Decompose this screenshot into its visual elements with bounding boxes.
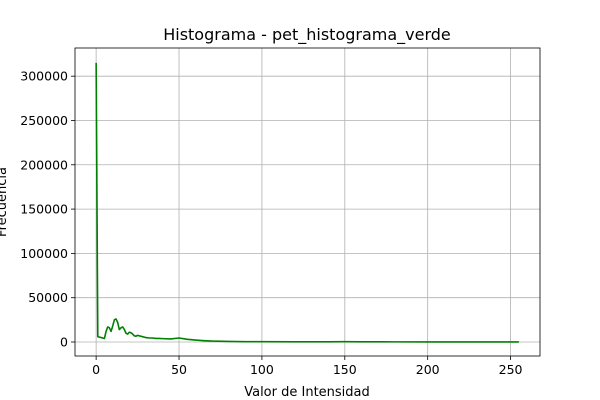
x-tick-label: 250 (499, 362, 523, 377)
y-tick-label: 250000 (20, 113, 68, 128)
y-tick-label: 0 (60, 335, 68, 350)
x-axis: 0 50 100 150 200 250 (92, 356, 523, 377)
y-tick-label: 300000 (20, 69, 68, 84)
chart-title: Histograma - pet_histograma_verde (163, 25, 451, 45)
y-tick-label: 50000 (28, 290, 68, 305)
x-tick-label: 150 (333, 362, 357, 377)
x-tick-label: 50 (171, 362, 187, 377)
y-axis-label: Frecuencia (0, 167, 10, 237)
x-tick-label: 0 (92, 362, 100, 377)
grid-lines (75, 48, 540, 356)
x-tick-label: 100 (250, 362, 274, 377)
x-axis-label: Valor de Intensidad (244, 385, 370, 400)
y-axis: 0 50000 100000 150000 200000 250000 300000 (20, 69, 75, 350)
series-layer (95, 62, 519, 343)
plot-frame (74, 47, 541, 357)
y-tick-label: 150000 (20, 202, 68, 217)
x-tick-label: 200 (416, 362, 440, 377)
series-line (95, 62, 519, 343)
y-tick-label: 100000 (20, 246, 68, 261)
y-tick-label: 200000 (20, 157, 68, 172)
